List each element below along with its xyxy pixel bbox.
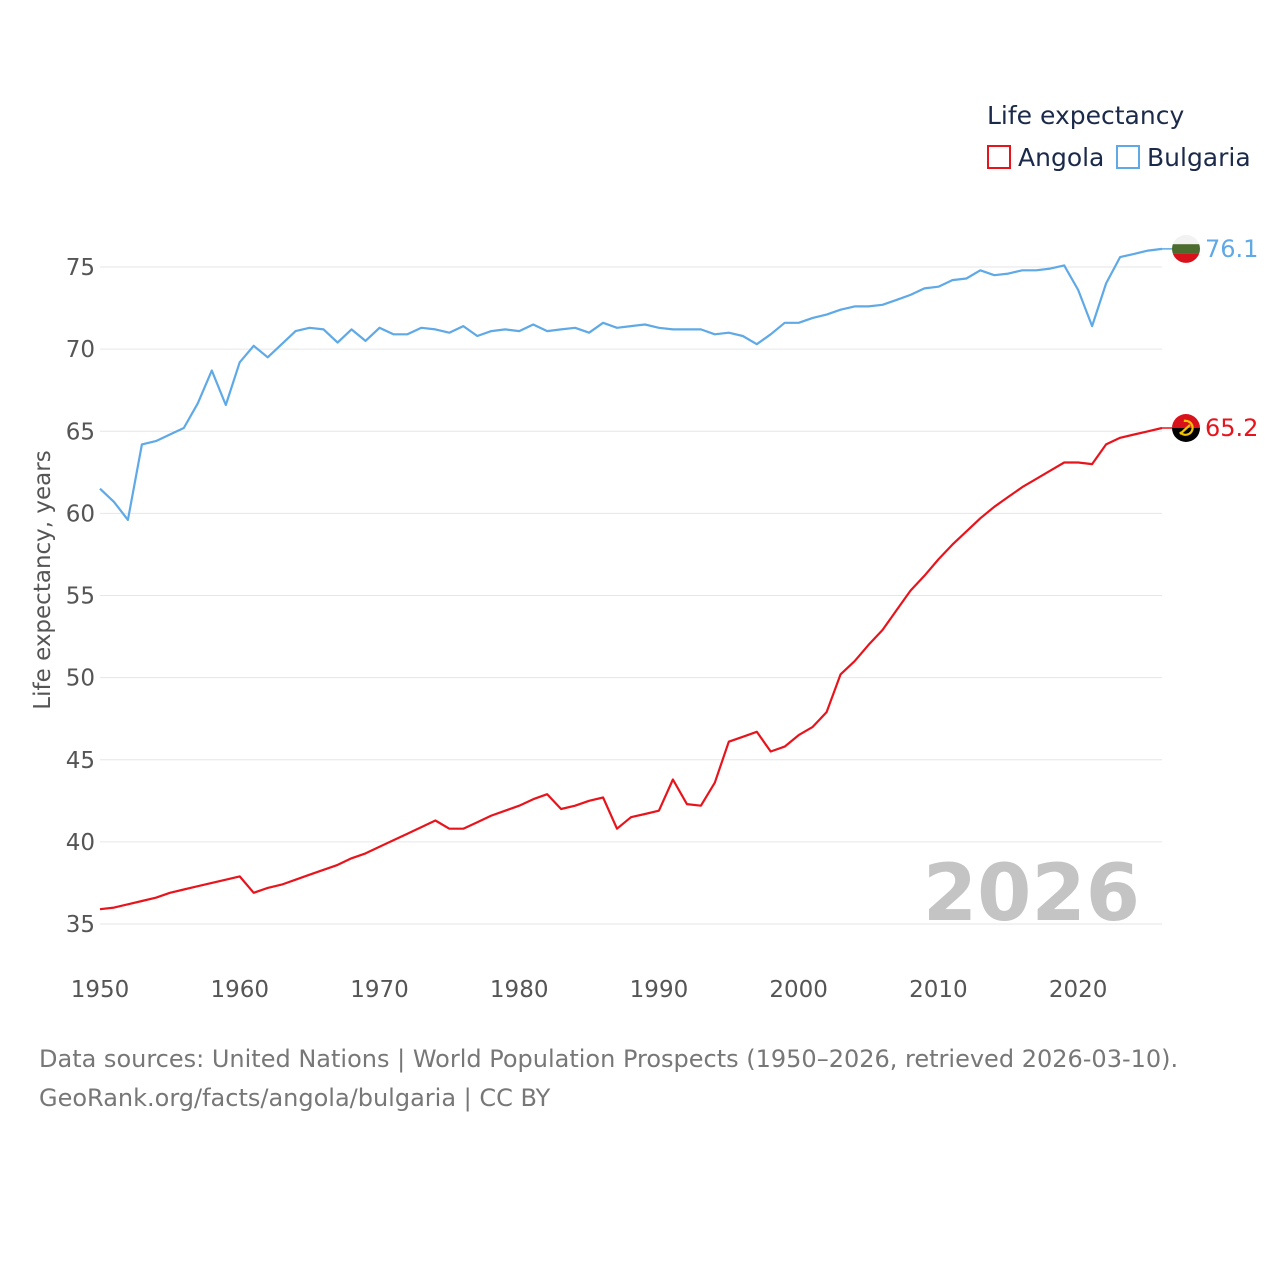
x-tick-label: 1960 [210,977,269,1003]
legend-swatch-angola[interactable] [987,145,1011,169]
series-line-angola[interactable] [99,426,1163,911]
x-tick-label: 2000 [769,977,828,1003]
legend: Life expectancy Angola Bulgaria [987,101,1251,172]
x-tick-label: 1950 [71,977,130,1003]
y-tick-label: 35 [66,912,95,938]
x-tick-label: 1970 [350,977,409,1003]
legend-swatch-bulgaria[interactable] [1116,145,1140,169]
end-value-angola: 65.2 [1205,414,1258,442]
x-axis-ticks: 1950 1960 1970 1980 1990 2000 2010 2020 [71,977,1108,1003]
bulgaria-flag-icon [1172,234,1200,263]
y-tick-label: 75 [66,255,95,281]
y-tick-label: 65 [66,419,95,445]
legend-label-angola[interactable]: Angola [1018,143,1104,172]
x-tick-label: 1980 [490,977,549,1003]
footer-link[interactable]: GeoRank.org/facts/angola/bulgaria | CC B… [39,1084,551,1112]
current-year-label: 2026 [923,849,1140,939]
series-lines [99,247,1186,911]
gridlines [100,266,1162,925]
life-expectancy-chart: 35 40 45 50 55 60 65 70 75 1950 1960 1970 1980 1990 2… [30,101,1258,1003]
footer-sources: Data sources: United Nations | World Pop… [39,1045,1179,1073]
legend-label-bulgaria[interactable]: Bulgaria [1147,143,1251,172]
legend-title: Life expectancy [987,101,1184,130]
y-tick-label: 60 [66,501,95,527]
series-line-bulgaria[interactable] [99,247,1163,522]
y-tick-label: 70 [66,337,95,363]
angola-flag-icon [1172,414,1200,442]
x-tick-label: 1990 [630,977,689,1003]
x-tick-label: 2020 [1049,977,1108,1003]
y-axis-ticks: 35 40 45 50 55 60 65 70 75 [66,255,95,938]
y-tick-label: 50 [66,666,95,692]
y-axis-label: Life expectancy, years [30,450,56,709]
end-value-bulgaria: 76.1 [1205,235,1258,263]
y-tick-label: 45 [66,748,95,774]
y-tick-label: 55 [66,584,95,610]
x-tick-label: 2010 [909,977,968,1003]
y-tick-label: 40 [66,830,95,856]
